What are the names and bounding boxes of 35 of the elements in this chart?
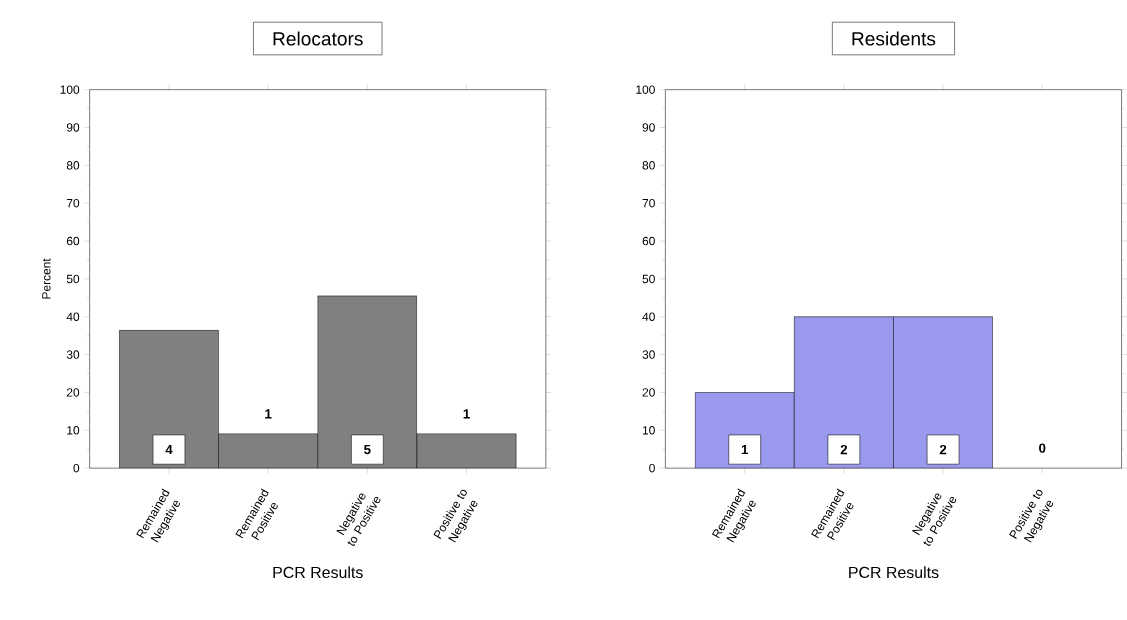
y-tick-label: 100 — [636, 85, 655, 95]
y-tick-label: 80 — [642, 161, 655, 170]
y-tick-label: 10 — [67, 426, 80, 435]
annotation: 1 — [265, 409, 272, 419]
x-axis-title: PCR Results — [849, 566, 939, 579]
annotation: 2 — [840, 445, 848, 455]
annotation: 5 — [364, 445, 371, 455]
annotation: 1 — [741, 445, 749, 455]
y-tick-label: 70 — [66, 199, 80, 208]
annotation: 0 — [1039, 443, 1046, 454]
chart-title: Residents — [852, 31, 936, 46]
y-tick-label: 70 — [642, 199, 655, 208]
y-tick-label: 30 — [66, 350, 80, 360]
chart-title: Relocators — [273, 31, 363, 46]
y-tick-label: 0 — [73, 464, 80, 473]
y-tick-label: 60 — [66, 237, 80, 246]
y-tick-label: 80 — [66, 161, 80, 170]
y-tick-label: 40 — [66, 312, 80, 322]
y-tick-label: 30 — [642, 350, 655, 360]
y-tick-label: 40 — [642, 312, 655, 322]
y-tick-label: 100 — [60, 85, 80, 95]
annotation: 1 — [463, 409, 470, 419]
annotation: 4 — [165, 445, 173, 455]
annotation: 2 — [939, 445, 947, 455]
x-axis-title: PCR Results — [273, 566, 363, 579]
y-tick-label: 60 — [642, 237, 655, 246]
y-tick-label: 20 — [642, 388, 655, 397]
y-tick-label: 20 — [66, 388, 80, 397]
y-tick-label: 10 — [642, 426, 655, 435]
y-axis-title: Percent — [42, 258, 51, 299]
y-tick-label: 90 — [66, 123, 80, 132]
y-tick-label: 50 — [66, 274, 80, 284]
y-tick-label: 90 — [642, 123, 655, 132]
y-tick-label: 0 — [649, 464, 655, 473]
y-tick-label: 50 — [642, 274, 655, 284]
